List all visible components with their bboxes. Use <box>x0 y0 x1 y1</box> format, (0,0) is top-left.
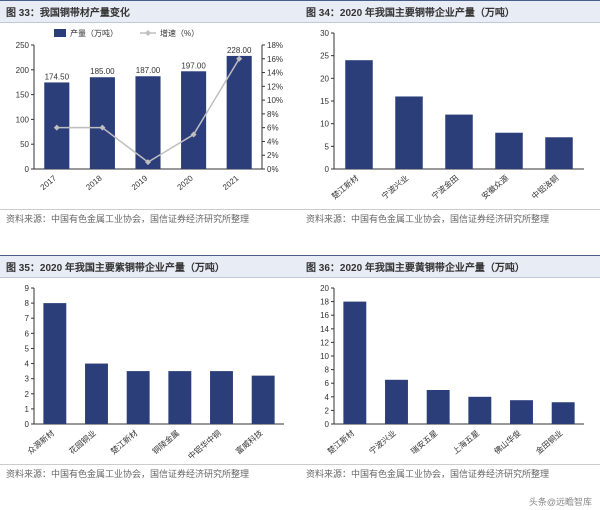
svg-text:2021: 2021 <box>221 173 241 192</box>
svg-text:10: 10 <box>320 120 329 129</box>
svg-text:6%: 6% <box>267 124 279 133</box>
svg-text:0: 0 <box>25 165 30 174</box>
svg-text:1: 1 <box>25 405 30 414</box>
svg-text:瑞安五星: 瑞安五星 <box>409 428 440 456</box>
svg-text:30: 30 <box>320 29 329 38</box>
svg-text:0: 0 <box>325 420 330 429</box>
svg-text:6: 6 <box>325 379 330 388</box>
svg-text:8: 8 <box>25 299 30 308</box>
svg-text:5: 5 <box>325 142 330 151</box>
svg-text:3: 3 <box>25 375 30 384</box>
svg-text:0%: 0% <box>267 165 279 174</box>
svg-text:中铝华中铜: 中铝华中铜 <box>186 428 223 461</box>
svg-text:185.00: 185.00 <box>90 67 115 76</box>
panel-title: 图 33：我国铜带材产量变化 <box>0 1 300 23</box>
svg-text:中铝洛铜: 中铝洛铜 <box>529 173 560 201</box>
chart-grid: 图 33：我国铜带材产量变化 0501001502002502017174.50… <box>0 0 600 510</box>
svg-text:18: 18 <box>320 298 329 307</box>
svg-text:增速（%）: 增速（%） <box>160 28 199 38</box>
svg-text:富威科技: 富威科技 <box>234 428 265 456</box>
svg-text:200: 200 <box>16 66 30 75</box>
svg-text:0: 0 <box>325 165 330 174</box>
svg-text:产量（万吨）: 产量（万吨） <box>70 28 118 38</box>
panel-title: 图 34：2020 年我国主要铜带企业产量（万吨） <box>300 1 600 23</box>
svg-text:2017: 2017 <box>39 173 59 192</box>
svg-text:187.00: 187.00 <box>136 66 161 75</box>
svg-text:197.00: 197.00 <box>181 61 206 70</box>
svg-text:楚江新材: 楚江新材 <box>325 428 356 456</box>
svg-text:174.50: 174.50 <box>45 72 70 81</box>
source-text: 资料来源：中国有色金属工业协会，国信证券经济研究所整理 <box>0 209 300 227</box>
svg-text:上海五星: 上海五星 <box>450 428 481 456</box>
svg-text:楚江新材: 楚江新材 <box>329 173 360 201</box>
svg-text:14: 14 <box>320 325 329 334</box>
svg-text:2020: 2020 <box>175 173 195 192</box>
svg-text:50: 50 <box>20 140 29 149</box>
chart-34: 0 5 10 15 20 25 30 楚江新材宁波兴业宁波金田安徽众源中铝洛铜 <box>306 27 594 207</box>
source-text: 资料来源：中国有色金属工业协会，国信证券经济研究所整理 <box>300 209 600 227</box>
svg-text:8: 8 <box>325 366 330 375</box>
svg-text:100: 100 <box>16 115 30 124</box>
svg-text:15: 15 <box>320 97 329 106</box>
svg-text:4: 4 <box>25 360 30 369</box>
svg-text:楚江新材: 楚江新材 <box>109 428 140 456</box>
svg-text:宁波兴业: 宁波兴业 <box>379 173 410 201</box>
panel-35: 图 35：2020 年我国主要紫铜带企业产量（万吨） 0 1 2 3 4 5 6 7 8 9 众源新… <box>0 255 300 510</box>
svg-text:14%: 14% <box>267 69 283 78</box>
svg-text:150: 150 <box>16 91 30 100</box>
svg-text:金田铜业: 金田铜业 <box>534 428 565 456</box>
source-text: 资料来源：中国有色金属工业协会，国信证券经济研究所整理 <box>300 464 600 482</box>
svg-text:4: 4 <box>325 393 330 402</box>
chart-36: 0 2 4 6 8 10 12 14 16 18 20 楚江新材宁波兴业瑞安五星上海五星佛山华俊金田铜… <box>306 282 594 462</box>
svg-text:宁波金田: 宁波金田 <box>429 173 460 201</box>
svg-text:20: 20 <box>320 74 329 83</box>
svg-text:6: 6 <box>25 329 30 338</box>
svg-text:5: 5 <box>25 344 30 353</box>
svg-text:0: 0 <box>25 420 30 429</box>
svg-text:2018: 2018 <box>84 173 104 192</box>
svg-text:安徽众源: 安徽众源 <box>479 173 510 201</box>
source-text: 资料来源：中国有色金属工业协会，国信证券经济研究所整理 <box>0 464 300 482</box>
svg-text:佛山华俊: 佛山华俊 <box>492 428 523 456</box>
svg-text:250: 250 <box>16 41 30 50</box>
chart-33: 0 50 100 150 200 250 2017 174.50 2018 185.00 2019 1… <box>6 27 294 207</box>
svg-text:16: 16 <box>320 311 329 320</box>
svg-text:4%: 4% <box>267 137 279 146</box>
panel-36: 图 36：2020 年我国主要黄铜带企业产量（万吨） 0 2 4 6 8 10 12 14 16… <box>300 255 600 510</box>
svg-text:花园铜业: 花园铜业 <box>67 428 98 456</box>
svg-text:7: 7 <box>25 314 30 323</box>
svg-text:众源新材: 众源新材 <box>25 428 56 456</box>
svg-text:2: 2 <box>25 390 30 399</box>
svg-text:铜陵金属: 铜陵金属 <box>150 428 181 456</box>
svg-text:2%: 2% <box>267 151 279 160</box>
svg-text:2019: 2019 <box>130 173 150 192</box>
svg-text:12%: 12% <box>267 82 283 91</box>
svg-text:20: 20 <box>320 284 329 293</box>
svg-text:10: 10 <box>320 352 329 361</box>
svg-text:16%: 16% <box>267 55 283 64</box>
svg-text:8%: 8% <box>267 110 279 119</box>
panel-title: 图 35：2020 年我国主要紫铜带企业产量（万吨） <box>0 256 300 278</box>
panel-34: 图 34：2020 年我国主要铜带企业产量（万吨） 0 5 10 15 20 25 30 楚江… <box>300 0 600 255</box>
svg-text:12: 12 <box>320 338 329 347</box>
svg-text:宁波兴业: 宁波兴业 <box>367 428 398 456</box>
svg-text:25: 25 <box>320 52 329 61</box>
panel-33: 图 33：我国铜带材产量变化 0 50 100 150 200 250 2017 174.50… <box>0 0 300 255</box>
svg-text:9: 9 <box>25 284 30 293</box>
watermark: 头条@远瞻智库 <box>529 495 592 508</box>
svg-text:18%: 18% <box>267 41 283 50</box>
svg-text:10%: 10% <box>267 96 283 105</box>
svg-text:2: 2 <box>325 406 330 415</box>
panel-title: 图 36：2020 年我国主要黄铜带企业产量（万吨） <box>300 256 600 278</box>
svg-text:228.00: 228.00 <box>227 46 252 55</box>
chart-35: 0 1 2 3 4 5 6 7 8 9 众源新材花园铜业楚江新材铜陵金属中铝华中铜富威科技 <box>6 282 294 462</box>
